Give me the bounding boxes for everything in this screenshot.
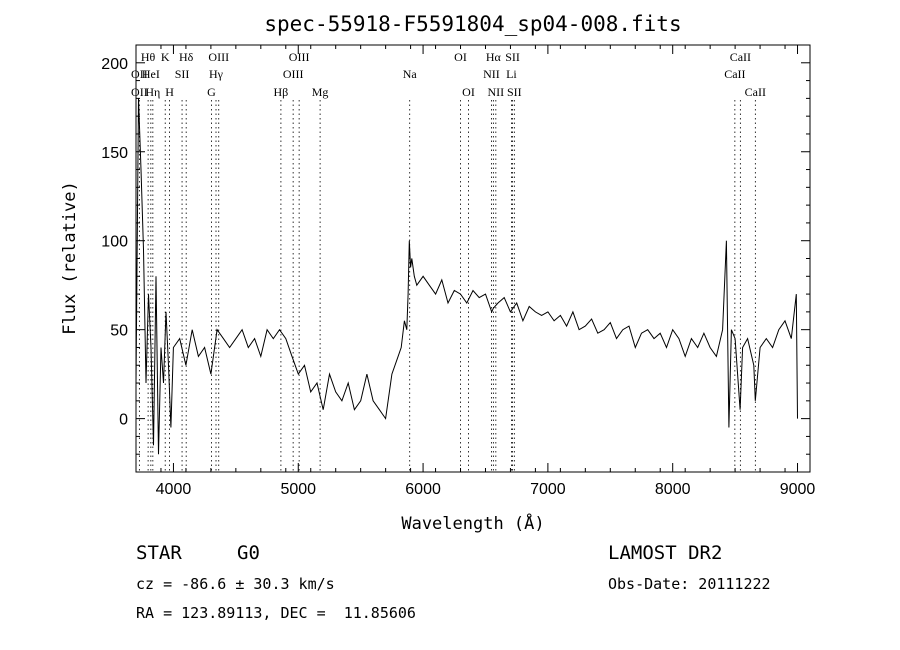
line-marker-label: OIII [208,50,229,64]
line-marker-label: Na [403,67,418,81]
line-markers [138,100,756,472]
x-tick-label: 8000 [655,481,691,498]
x-axis-ticks: 4000 5000 6000 7000 8000 9000 [135,45,816,498]
plot-frame [135,44,811,473]
line-marker-label: Hγ [209,67,224,81]
x-tick-label: 7000 [530,481,566,498]
line-marker-label: OII [131,67,148,81]
redshift-velocity: cz = -86.6 ± 30.3 km/s [136,575,335,593]
line-marker-label: SII [507,85,522,99]
line-marker-label: OI [454,50,467,64]
line-marker-label: Hθ [141,50,156,64]
x-tick-label: 9000 [780,481,816,498]
line-marker-label: NII [488,85,505,99]
line-marker-label: OII [131,85,148,99]
line-marker-label: Hα [486,50,502,64]
line-marker-label: H [165,85,174,99]
y-tick-label: 150 [101,145,128,162]
survey-name: LAMOST DR2 [608,542,723,564]
line-marker-label: G [207,85,216,99]
line-marker-label: K [161,50,170,64]
line-marker-label: Li [506,67,517,81]
y-axis-label: Flux (relative) [60,181,80,335]
y-tick-label: 50 [110,323,128,340]
line-marker-label: Mg [312,85,329,99]
x-axis-label: Wavelength (Å) [401,512,544,534]
spectrum-chart: spec-55918-F5591804_sp04-008.fits OII OII… [60,12,816,534]
x-tick-label: 5000 [280,481,316,498]
coordinates: RA = 123.89113, DEC = 11.85606 [136,604,416,622]
line-marker-label: Hη [145,85,160,99]
spectrum-line [135,98,798,455]
line-marker-label: OI [462,85,475,99]
line-marker-label: NII [483,67,500,81]
line-marker-label: CaII [724,67,745,81]
line-marker-label: OIII [289,50,310,64]
line-marker-label: Hβ [274,85,289,99]
x-tick-label: 6000 [405,481,441,498]
observation-date: Obs-Date: 20111222 [608,575,771,593]
y-tick-label: 100 [101,234,128,251]
x-tick-label: 4000 [156,481,192,498]
y-tick-label: 0 [119,412,128,429]
line-marker-label: SII [505,50,520,64]
line-marker-label: CaII [745,85,766,99]
line-marker-label: OIII [283,67,304,81]
y-axis-ticks: 0 50 100 150 200 [101,56,810,455]
line-marker-label: Hδ [179,50,194,64]
line-marker-label: HeI [142,67,160,81]
line-marker-label: SII [175,67,190,81]
object-class: STAR [136,542,182,564]
line-marker-label: CaII [730,50,751,64]
y-tick-label: 200 [101,56,128,73]
chart-title: spec-55918-F5591804_sp04-008.fits [264,12,681,36]
subclass: G0 [237,542,260,564]
